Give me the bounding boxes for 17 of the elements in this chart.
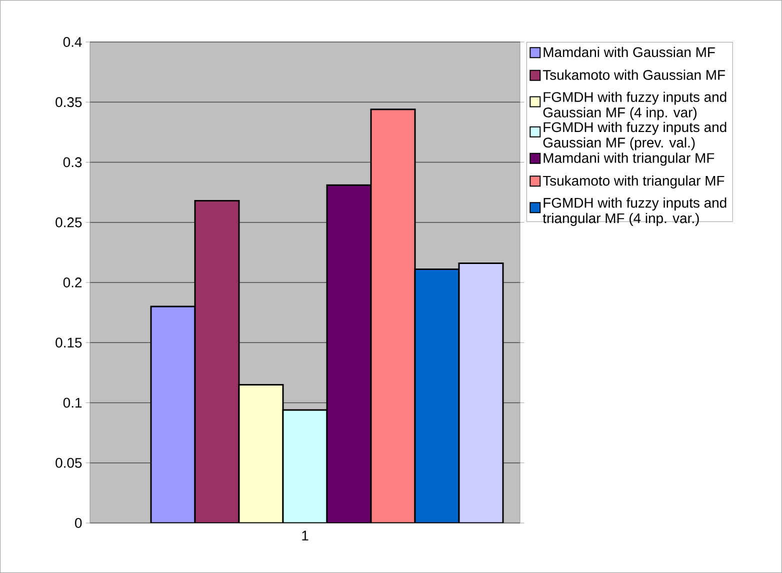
y-tick-label: 0.4 — [63, 37, 82, 47]
y-tick-label: 0.15 — [56, 338, 82, 348]
x-tick-label: 1 — [302, 530, 308, 540]
legend-label: Mamdani with triangular MF — [544, 152, 714, 166]
legend-label: FGMDH with fuzzy inputs and triangular MF (4 inp. var.) — [542, 198, 726, 226]
y-tick-label: 0.2 — [63, 278, 82, 288]
legend-label: Mamdani with Gaussian MF — [544, 46, 715, 58]
y-tick-label: 0 — [75, 518, 82, 528]
y-tick-label: 0.1 — [63, 398, 82, 408]
y-tick-label: 0.35 — [56, 97, 82, 108]
y-tick-label: 0.05 — [56, 458, 82, 468]
y-tick-label: 0.25 — [56, 217, 82, 228]
y-tick-label: 0.3 — [63, 157, 82, 168]
legend-label: FGMDH with fuzzy inputs and Gaussian MF (4 inp. var) — [543, 92, 726, 120]
legend-label: Tsukamoto with Gaussian MF — [542, 70, 725, 80]
legend-label: Tsukamoto with triangular MF — [542, 175, 724, 188]
legend-label: FGMDH with fuzzy inputs and Gaussian MF (prev. val.) — [543, 122, 726, 150]
